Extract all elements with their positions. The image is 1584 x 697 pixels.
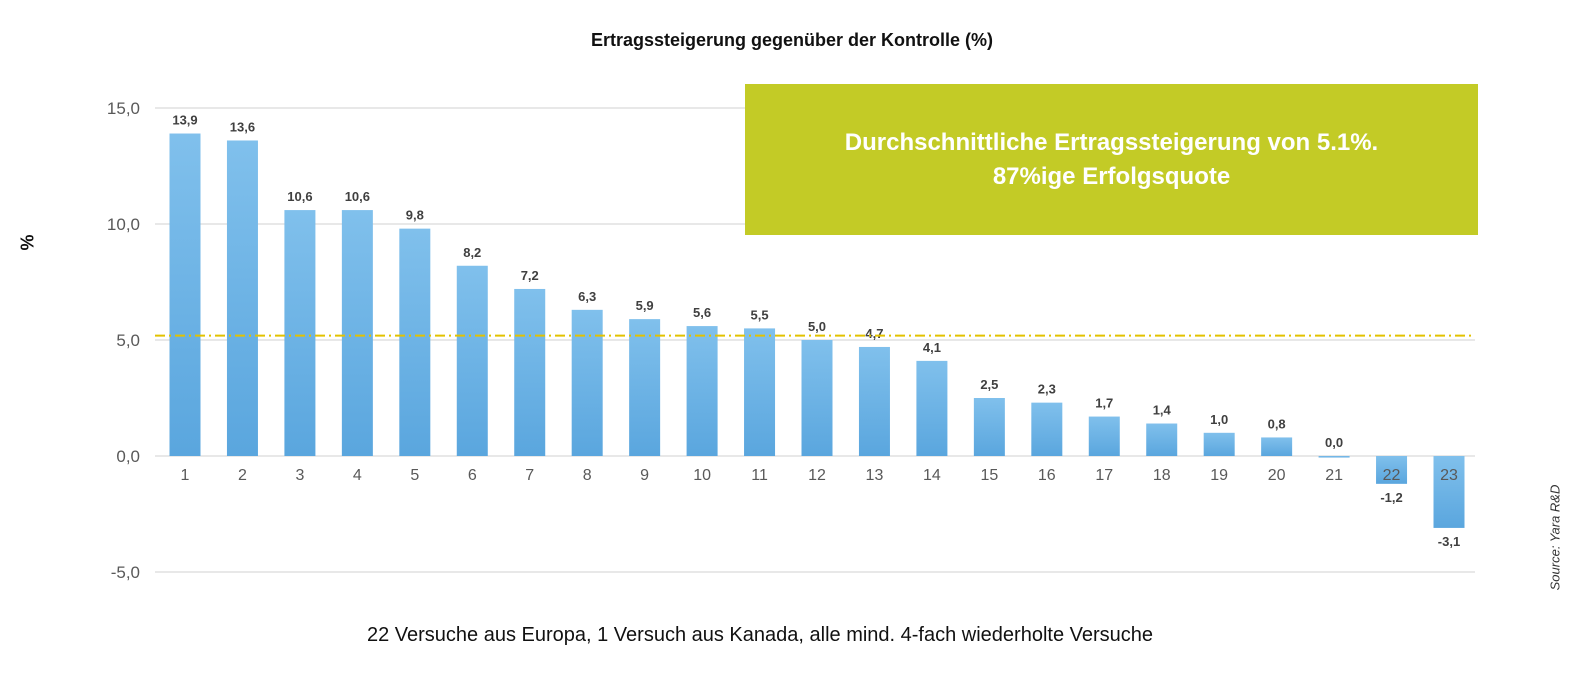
data-label: 1,4	[1153, 403, 1172, 418]
bar	[858, 346, 890, 456]
x-tick-label: 21	[1325, 467, 1343, 484]
bar	[1031, 402, 1063, 456]
x-tick-label: 16	[1038, 467, 1056, 484]
data-label: -1,2	[1380, 490, 1402, 505]
x-tick-label: 14	[923, 467, 941, 484]
data-label: 1,0	[1210, 412, 1228, 427]
y-tick-label: 5,0	[116, 331, 140, 350]
x-tick-label: 13	[866, 467, 884, 484]
data-label: 9,8	[406, 208, 424, 223]
data-label: 7,2	[521, 268, 539, 283]
bar	[629, 319, 661, 456]
x-tick-label: 5	[410, 467, 419, 484]
y-tick-label: 15,0	[107, 99, 140, 118]
data-label: 0,8	[1268, 416, 1286, 431]
data-label: 13,9	[172, 113, 197, 128]
data-label: 5,5	[751, 307, 769, 322]
x-axis-label: 22 Versuche aus Europa, 1 Versuch aus Ka…	[366, 624, 1154, 646]
chart-title: Ertragssteigerung gegenüber der Kontroll…	[590, 30, 994, 50]
data-label: 4,1	[923, 340, 941, 355]
y-tick-label: -5,0	[111, 563, 140, 582]
x-tick-label: 22	[1383, 467, 1401, 484]
bar	[801, 340, 833, 456]
x-tick-label: 3	[295, 467, 304, 484]
bar	[399, 228, 431, 456]
y-tick-label: 10,0	[107, 215, 140, 234]
bar	[514, 288, 546, 456]
annotation-box: Durchschnittliche Ertragssteigerung von …	[745, 84, 1478, 235]
data-label: 5,6	[693, 305, 711, 320]
x-tick-label: 1	[181, 467, 190, 484]
bar	[169, 133, 201, 456]
bar	[744, 328, 776, 456]
bar	[1318, 456, 1350, 458]
annotation-line-1: Durchschnittliche Ertragssteigerung von …	[844, 128, 1379, 156]
bar	[1261, 437, 1293, 456]
x-tick-label: 12	[808, 467, 826, 484]
bar	[1146, 423, 1178, 456]
y-tick-label: 0,0	[116, 447, 140, 466]
data-label: 5,0	[808, 319, 826, 334]
x-tick-label: 4	[353, 467, 362, 484]
data-label: 6,3	[578, 289, 596, 304]
bar	[456, 265, 488, 456]
x-tick-label: 9	[640, 467, 649, 484]
source-note: Source: Yara R&D	[1547, 484, 1563, 591]
bar	[686, 326, 718, 456]
x-tick-label: 17	[1095, 467, 1113, 484]
data-label: -3,1	[1438, 534, 1460, 549]
x-tick-label: 6	[468, 467, 477, 484]
x-tick-label: 19	[1210, 467, 1228, 484]
data-label: 13,6	[230, 119, 255, 134]
x-tick-label: 2	[238, 467, 247, 484]
bar	[341, 210, 373, 456]
bar	[1433, 456, 1465, 528]
bar	[973, 398, 1005, 456]
x-tick-label: 11	[751, 467, 768, 484]
bar	[1376, 456, 1408, 484]
x-tick-label: 18	[1153, 467, 1171, 484]
bar	[226, 140, 258, 457]
bar	[284, 210, 316, 456]
data-label: 4,7	[865, 326, 883, 341]
x-tick-label: 15	[980, 467, 998, 484]
x-tick-label: 20	[1268, 467, 1286, 484]
data-label: 10,6	[345, 189, 370, 204]
data-label: 0,0	[1325, 435, 1343, 450]
bar	[1203, 432, 1235, 456]
data-label: 10,6	[287, 189, 312, 204]
annotation-line-2: 87%ige Erfolgsquote	[992, 162, 1231, 190]
x-tick-label: 10	[693, 467, 711, 484]
bar	[1088, 416, 1120, 456]
x-tick-label: 23	[1440, 467, 1458, 484]
data-label: 8,2	[463, 245, 481, 260]
data-label: 2,3	[1038, 382, 1056, 397]
x-tick-label: 7	[525, 467, 534, 484]
data-label: 5,9	[636, 298, 654, 313]
data-label: 1,7	[1095, 396, 1113, 411]
bar	[916, 360, 948, 456]
bar	[571, 309, 603, 456]
data-label: 2,5	[980, 377, 998, 392]
x-tick-label: 8	[583, 467, 592, 484]
